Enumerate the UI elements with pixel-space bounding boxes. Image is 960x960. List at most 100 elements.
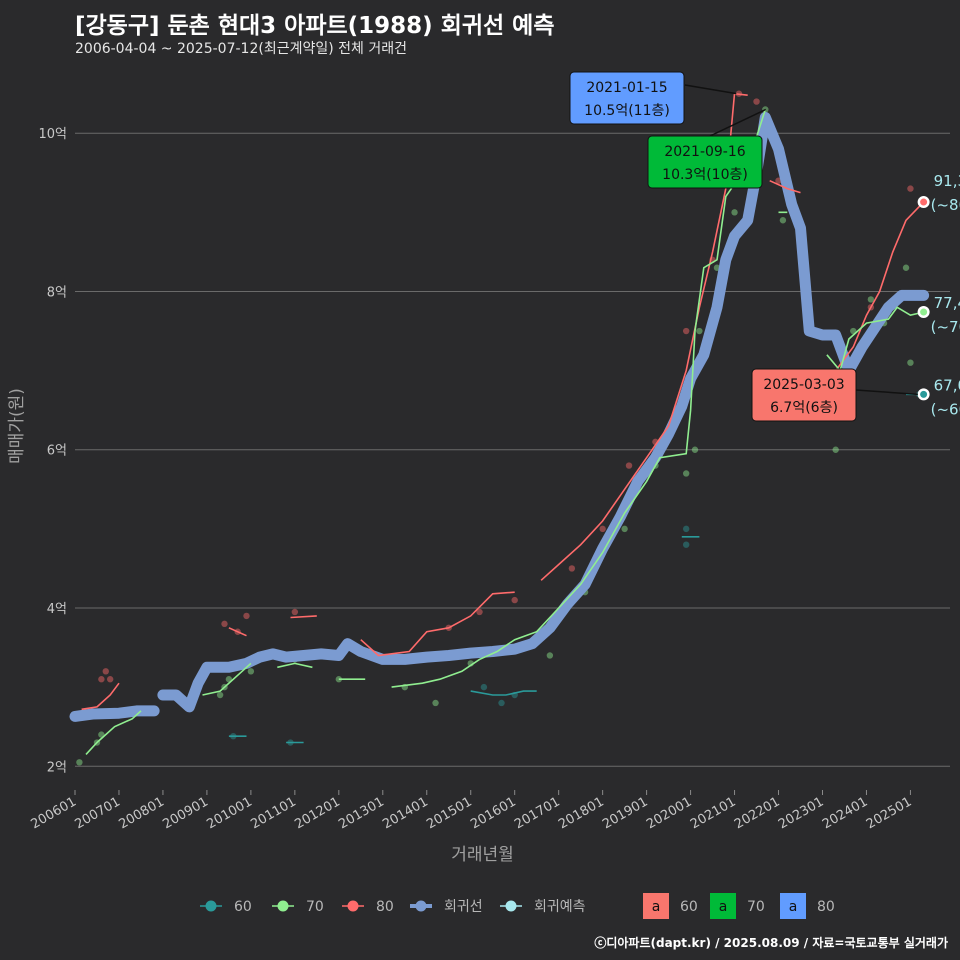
x-tick-label: 202401 [820,794,870,832]
annotation-leader [855,389,918,396]
data-point-70 [682,470,690,477]
legend-box-key [780,893,806,919]
data-point-80 [753,98,760,105]
annotation-date: 2025-03-03 [763,377,844,393]
x-tick-label: 202001 [644,794,694,832]
data-point-60 [480,683,488,691]
x-tick-label: 201401 [380,794,430,832]
data-point-70 [247,668,255,675]
data-point-70 [76,759,83,766]
end-label-area: (~70㎡) [931,318,960,336]
annotation-leader [709,108,767,137]
x-tick-label: 202301 [776,794,826,832]
data-point-70 [546,652,554,659]
x-tick-label: 201601 [468,794,518,832]
chart-subtitle: 2006-04-04 ~ 2025-07-12(최근계약일) 전체 거래건 [75,41,407,57]
legend-dot-key [505,900,517,912]
data-point-80 [907,185,914,192]
data-point-80 [476,608,483,616]
series-line-60 [228,393,924,744]
legend-box-letter: a [719,899,728,915]
data-point-60 [498,699,505,707]
legend-dot-key [205,900,217,912]
x-axis-label: 거래년월 [451,845,514,865]
data-point-70 [907,359,914,366]
legend-box-label: 80 [817,899,835,915]
data-point-80 [568,565,576,572]
annotation-price: 10.3억(10층) [662,167,748,183]
x-tick-label: 202101 [688,794,738,832]
legend-box-letter: a [652,899,661,915]
x-tick-label: 200701 [72,794,122,832]
data-point-80 [599,525,606,533]
x-tick-label: 201301 [336,794,386,832]
data-point-70 [832,446,839,453]
data-point-80 [106,676,114,683]
annotation-price: 6.7억(6층) [770,400,838,416]
data-point-80 [221,620,228,628]
end-label-value: 77,400 [934,294,960,312]
x-tick-label: 200801 [116,794,166,832]
end-marker-inner [920,308,928,316]
series-line-80 [81,92,925,711]
chart-title: [강동구] 둔촌 현대3 아파트(1988) 회귀선 예측 [75,13,555,39]
x-tick-label: 201101 [248,794,298,832]
data-point-60 [682,525,690,533]
end-label-value: 67,000 [934,376,960,394]
legend-box-key [710,893,736,919]
data-point-70 [621,525,628,533]
end-label-value: 91,300 [934,172,960,190]
legend-label: 70 [306,899,324,915]
data-point-70 [867,296,875,303]
x-tick-label: 202201 [732,794,782,832]
y-axis-label: 매매가(원) [7,388,27,464]
annotation-date: 2021-01-15 [586,80,667,96]
data-point-70 [902,264,910,271]
y-tick-label: 6억 [47,444,67,459]
x-tick-label: 201701 [512,794,562,832]
end-label-area: (~60㎡) [931,400,960,418]
data-point-70 [731,209,738,216]
legend-dot-key [347,900,359,912]
x-tick-label: 201001 [204,794,254,832]
x-tick-label: 200901 [160,794,210,832]
annotation-price: 10.5억(11층) [584,103,670,119]
series-line-70 [85,109,924,755]
legend-label: 회귀예측 [534,899,586,915]
source-credit: ⓒ디아파트(dapt.kr) / 2025.08.09 / 자료=국토교통부 실… [594,936,948,950]
y-tick-label: 10억 [38,127,67,142]
annotation-box [647,135,763,189]
data-point-60 [682,541,690,548]
annotation-leader [684,84,737,95]
x-tick-label: 201501 [424,794,474,832]
x-tick-label: 201801 [556,794,606,832]
data-point-70 [779,217,787,224]
end-marker-inner [920,198,928,206]
annotation-box [569,71,685,125]
end-label-area: (~80㎡) [931,196,960,214]
data-point-80 [98,676,105,683]
data-point-70 [216,691,224,699]
data-point-80 [625,462,633,469]
legend-label: 80 [376,899,394,915]
y-tick-label: 4억 [47,602,67,617]
end-marker-inner [920,390,928,398]
legend-box-label: 60 [680,899,698,915]
data-point-80 [102,668,109,675]
legend-box-label: 70 [747,899,765,915]
x-tick-label: 201901 [600,794,650,832]
y-tick-label: 2억 [47,760,67,775]
annotation-box [751,368,857,422]
data-point-80 [243,612,250,620]
data-point-70 [696,327,703,335]
legend-box-key [643,893,669,919]
y-tick-label: 8억 [47,285,67,300]
x-tick-label: 201201 [292,794,342,832]
legend-dot-key [415,900,427,912]
legend-label: 60 [234,899,252,915]
legend-label: 회귀선 [444,899,483,915]
annotation-date: 2021-09-16 [664,144,745,160]
legend-box-letter: a [789,899,798,915]
data-point-80 [291,608,299,616]
